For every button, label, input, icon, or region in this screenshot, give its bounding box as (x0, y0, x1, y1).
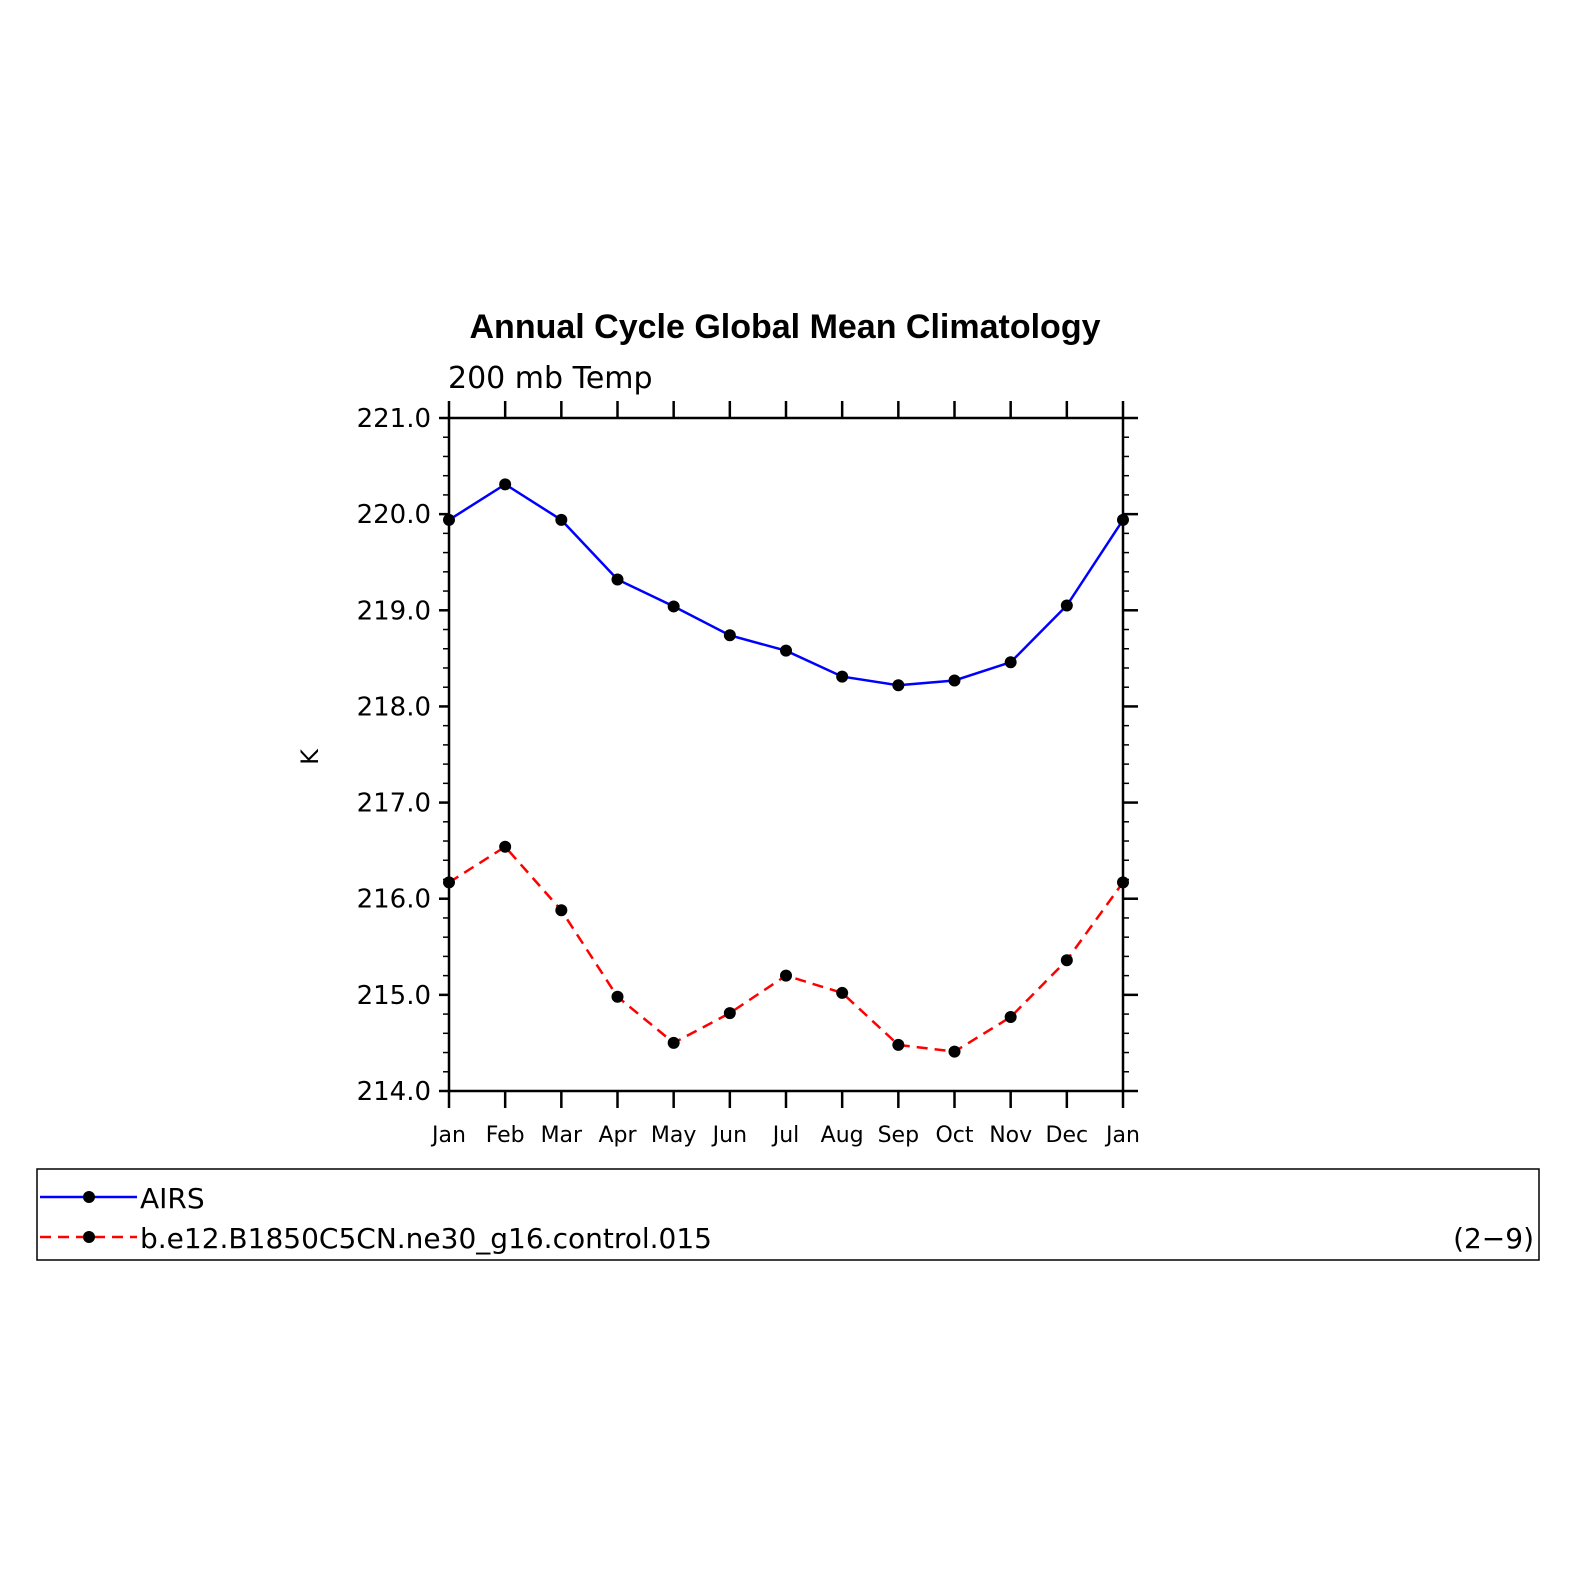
x-tick-label: Nov (989, 1123, 1032, 1148)
chart-subtitle: 200 mb Temp (448, 361, 653, 396)
x-tick-label: Feb (486, 1123, 525, 1148)
data-point-1-12 (1117, 876, 1129, 889)
legend-marker-model (83, 1231, 95, 1243)
data-point-1-4 (667, 1036, 680, 1049)
data-point-1-3 (611, 990, 624, 1003)
x-tick-label: Jan (1104, 1123, 1140, 1148)
data-point-0-4 (667, 600, 680, 613)
x-tick-label: Apr (598, 1123, 637, 1148)
y-tick-label: 217.0 (357, 789, 431, 819)
series-layer (443, 478, 1129, 1058)
data-point-1-2 (555, 904, 568, 917)
data-point-1-10 (1004, 1010, 1017, 1023)
x-tick-label: Jan (430, 1123, 466, 1148)
data-point-1-1 (499, 840, 512, 853)
data-point-0-11 (1060, 599, 1073, 612)
plot-frame (447, 416, 1125, 1093)
legend-label-airs: AIRS (140, 1182, 205, 1215)
panel-annotation: (2−9) (1453, 1222, 1534, 1255)
y-tick-label: 220.0 (357, 500, 431, 530)
axes: 214.0 215.0 216.0 217.0 218.0 219.0 220.0 221.0… (357, 401, 1140, 1148)
y-tick-label: 214.0 (357, 1077, 431, 1107)
x-tick-label: Mar (541, 1123, 583, 1148)
x-tick-label: Oct (935, 1123, 973, 1148)
x-tick-label: Aug (821, 1123, 864, 1148)
legend-marker-airs (83, 1191, 95, 1203)
data-point-0-10 (1004, 656, 1017, 669)
y-tick-label: 216.0 (357, 885, 431, 915)
data-point-0-7 (836, 670, 849, 683)
x-tick-label: May (651, 1123, 696, 1148)
x-tick-label: Sep (878, 1123, 919, 1148)
legend: AIRS b.e12.B1850C5CN.ne30_g16.control.01… (36, 1168, 1540, 1261)
data-point-0-6 (780, 644, 792, 657)
data-point-1-9 (948, 1045, 961, 1058)
data-point-0-8 (892, 679, 905, 692)
data-point-0-1 (499, 478, 512, 491)
x-tick-label: Jun (711, 1123, 747, 1148)
data-point-0-5 (723, 629, 736, 642)
data-point-1-11 (1060, 954, 1073, 967)
data-point-0-9 (948, 674, 961, 687)
series-line-1 (448, 845, 1125, 1053)
legend-box (36, 1168, 1540, 1261)
x-tick-label: Dec (1046, 1123, 1089, 1148)
data-point-1-0 (443, 876, 455, 889)
data-point-1-5 (723, 1007, 736, 1020)
y-tick-label: 218.0 (357, 692, 431, 722)
data-point-1-6 (780, 969, 792, 982)
data-point-0-2 (555, 513, 568, 526)
x-tick-label: Jul (771, 1123, 800, 1148)
y-axis-label: K (296, 748, 324, 765)
data-point-1-8 (892, 1038, 905, 1051)
y-tick-label: 219.0 (357, 596, 431, 626)
data-point-0-0 (443, 513, 455, 526)
y-tick-label: 221.0 (357, 404, 431, 434)
data-point-1-7 (836, 986, 849, 999)
legend-label-model: b.e12.B1850C5CN.ne30_g16.control.015 (140, 1222, 712, 1255)
y-tick-label: 215.0 (357, 981, 431, 1011)
data-point-0-12 (1117, 513, 1129, 526)
data-point-0-3 (611, 573, 624, 586)
chart-title: Annual Cycle Global Mean Climatology (470, 308, 1101, 346)
